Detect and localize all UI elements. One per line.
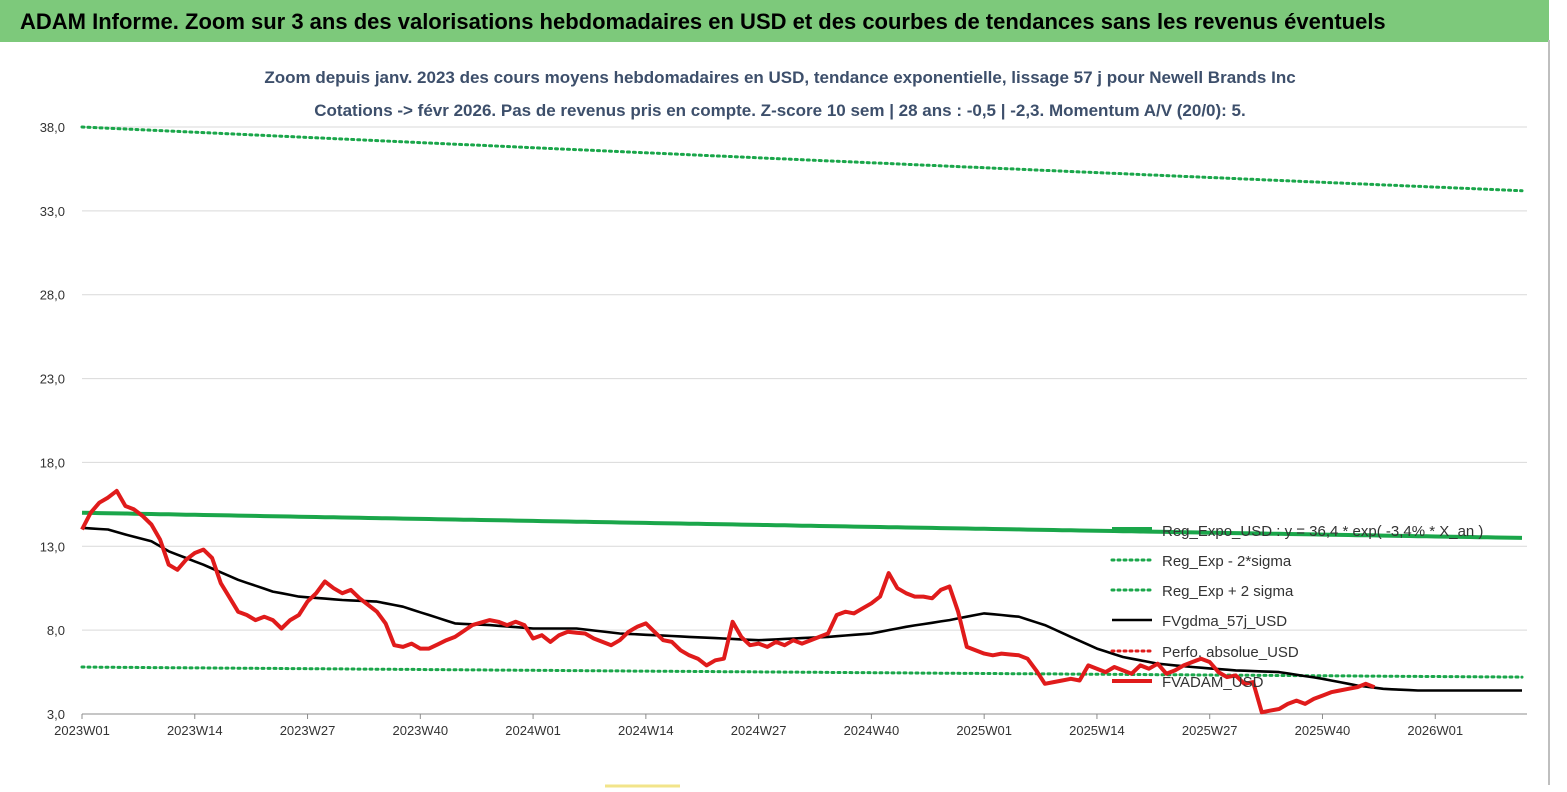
x-tick-label: 2025W01 — [956, 723, 1012, 738]
chart-title-line1: Zoom depuis janv. 2023 des cours moyens … — [264, 68, 1295, 87]
legend: Reg_Expo_USD : y = 36,4 * exp( -3,4% * X… — [1110, 523, 1483, 691]
x-tick-label: 2024W40 — [844, 723, 900, 738]
x-tick-label: 2024W14 — [618, 723, 674, 738]
y-tick-label: 3,0 — [47, 707, 65, 722]
x-tick-label: 2025W40 — [1295, 723, 1351, 738]
x-tick-label: 2024W01 — [505, 723, 561, 738]
series-fvgdma-57j — [81, 526, 1522, 692]
legend-perfo-absolue-label: Perfo. absolue_USD — [1162, 644, 1299, 661]
y-tick-label: 28,0 — [40, 288, 65, 303]
y-tick-label: 23,0 — [40, 372, 65, 387]
y-tick-label: 18,0 — [40, 455, 65, 470]
legend-fvadam-label: FVADAM_USD — [1162, 674, 1264, 691]
grid-lines — [82, 126, 1527, 715]
y-tick-label: 38,0 — [40, 120, 65, 135]
x-tick-label: 2025W14 — [1069, 723, 1125, 738]
x-axis: 2023W01 2023W14 2023W27 2023W40 2024W01 2024W… — [54, 713, 1527, 738]
x-tick-label: 2023W40 — [392, 723, 448, 738]
y-tick-label: 33,0 — [40, 204, 65, 219]
x-tick-label: 2023W14 — [167, 723, 223, 738]
legend-reg-plus-2sigma-label: Reg_Exp + 2 sigma — [1162, 583, 1294, 600]
y-tick-label: 13,0 — [40, 539, 65, 554]
x-tick-label: 2023W01 — [54, 723, 110, 738]
legend-fvgdma-57j-label: FVgdma_57j_USD — [1162, 613, 1287, 630]
chart-title-line2: Cotations -> févr 2026. Pas de revenus p… — [314, 101, 1245, 120]
x-tick-label: 2025W27 — [1182, 723, 1238, 738]
series-group — [80, 125, 1524, 715]
x-tick-label: 2026W01 — [1407, 723, 1463, 738]
series-reg-plus-2sigma — [80, 125, 1524, 193]
y-axis: 3,0 8,0 13,0 18,0 23,0 28,0 33,0 38,0 — [40, 120, 65, 722]
series-fvadam — [80, 488, 1376, 715]
x-tick-label: 2023W27 — [280, 723, 336, 738]
legend-reg-minus-2sigma-label: Reg_Exp - 2*sigma — [1162, 553, 1292, 570]
report-banner: ADAM Informe. Zoom sur 3 ans des valoris… — [0, 0, 1549, 42]
x-tick-label: 2024W27 — [731, 723, 787, 738]
y-tick-label: 8,0 — [47, 623, 65, 638]
series-reg-minus-2sigma — [80, 665, 1524, 679]
legend-reg-expo-label: Reg_Expo_USD : y = 36,4 * exp( -3,4% * X… — [1162, 523, 1483, 540]
series-reg-expo — [81, 510, 1523, 540]
